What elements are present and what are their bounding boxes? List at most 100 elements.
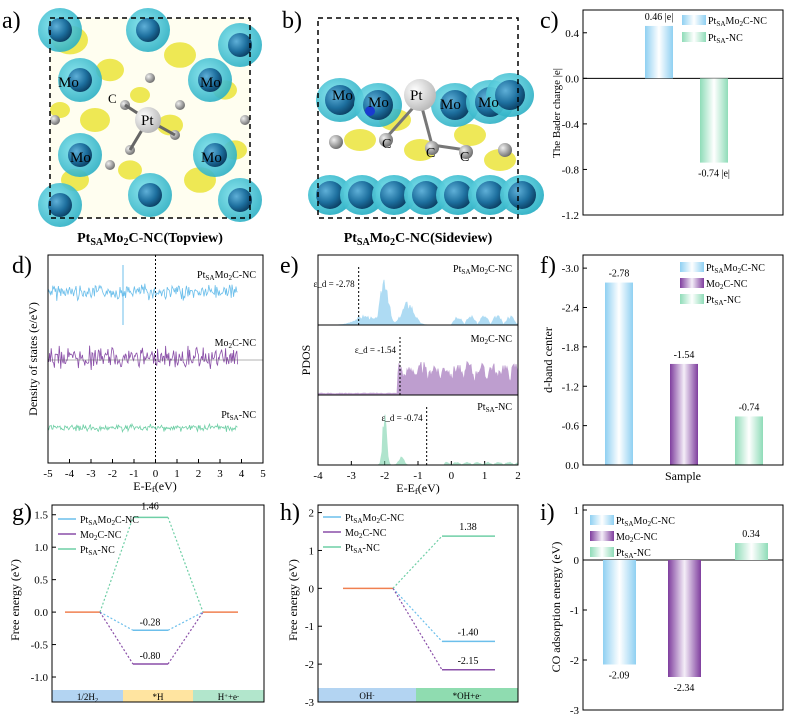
- text-part: Pt: [221, 410, 230, 421]
- x-tick-label: -2: [380, 470, 389, 482]
- atom-label: Mo: [201, 150, 222, 166]
- structure-frame: [317, 17, 519, 219]
- text-sub: f: [152, 484, 155, 494]
- connector: [392, 588, 443, 671]
- x-tick-label: 4: [239, 468, 245, 480]
- mo-atom: [440, 90, 470, 120]
- x-tick-label: -2: [108, 468, 117, 480]
- series-label: PtSAMo2C-NC: [453, 264, 512, 276]
- structure-top-view: Mo Mo Mo Mo Pt C: [38, 8, 262, 227]
- chart-oh: 210-1-2-3OH- *OH+e--1.40-2.151.38PtSAMo2C…: [286, 508, 518, 709]
- bar-label: -0.74 |e|: [698, 169, 730, 180]
- iso-yellow: [96, 58, 124, 82]
- x-tick-label: 3: [217, 468, 223, 480]
- text-sub: 2: [111, 519, 115, 527]
- legend-label: PtSA-NC: [616, 548, 651, 560]
- bar-label: 0.46 |e|: [645, 12, 673, 23]
- legend-label: PtSA-NC: [80, 545, 115, 557]
- atom-label: C: [382, 137, 391, 152]
- text-part: Pt: [708, 16, 717, 27]
- connector: [167, 611, 204, 665]
- text-part: OH: [359, 691, 372, 701]
- legend-swatch: [680, 262, 704, 272]
- legend-swatch: [680, 278, 704, 288]
- c-atom: [425, 141, 439, 155]
- bar: [668, 560, 701, 677]
- y-tick-label: -1: [570, 605, 579, 617]
- bar: [700, 78, 728, 163]
- text-sub: SA: [88, 549, 98, 557]
- text-part: -NC: [363, 543, 381, 554]
- y-tick-label: 0.4: [565, 28, 579, 40]
- bar: [670, 363, 698, 465]
- x-tick-label: 0: [153, 468, 159, 480]
- mo-atom: [138, 183, 162, 207]
- iso-yellow: [130, 87, 150, 103]
- level-label: -0.80: [140, 651, 161, 662]
- text-part: E-E: [396, 481, 415, 495]
- mo-atom: [508, 181, 536, 209]
- d-band-annotation: ε_d = -1.54: [355, 345, 397, 355]
- panel-label-h: h): [280, 500, 300, 526]
- legend-label: Mo2C-NC: [706, 279, 748, 291]
- series-label: PtSAMo2C-NC: [197, 270, 256, 282]
- atom-label: Mo: [70, 150, 91, 166]
- y-axis-label: PDOS: [299, 345, 313, 376]
- c-atom: [459, 145, 473, 159]
- text-part: Mo: [103, 231, 123, 246]
- text-sub: SA: [205, 274, 215, 282]
- y-tick-label: 0.0: [565, 73, 579, 85]
- atom-label: Pt: [141, 113, 154, 129]
- text-part: +e: [228, 692, 237, 702]
- text-part: C-NC: [743, 16, 767, 27]
- y-axis-label: Density of states (e/eV): [26, 302, 40, 416]
- atom-label: C: [108, 91, 117, 106]
- text-part: -NC: [634, 548, 652, 559]
- legend-label: PtSA-NC: [345, 543, 380, 555]
- chart-dos: -5 -4 -3 -2 -1 0 1 2 3 4 5PtSAMo2C-NCMo2C-NCPtSA-N…: [26, 255, 266, 494]
- structure-frame: [49, 17, 251, 219]
- text-sub: SA: [486, 406, 496, 414]
- category-label: 1/2H2: [77, 692, 98, 704]
- x-tick-label: 5: [260, 468, 266, 480]
- category-label: OH-: [359, 691, 374, 701]
- legend-label: Mo2C-NC: [80, 530, 122, 542]
- legend-swatch: [682, 15, 706, 25]
- bar: [603, 560, 636, 665]
- c-atom: [379, 133, 393, 147]
- caption-b: PtSAMo2C-NC(Sideview): [344, 231, 493, 248]
- plot-frame: [47, 254, 264, 464]
- text-sub: SA: [716, 20, 726, 28]
- text-part: Mo: [616, 532, 630, 543]
- dos-series: [47, 345, 238, 371]
- category-band: [318, 688, 416, 702]
- bar: [735, 416, 763, 465]
- plot-frame: [582, 504, 784, 711]
- plot-frame: [51, 504, 265, 703]
- legend-label: Mo2C-NC: [616, 532, 658, 544]
- y-tick-label: 0.5: [34, 575, 48, 587]
- x-tick-label: -5: [43, 468, 53, 480]
- text-part: C-NC: [651, 516, 675, 527]
- c-atom: [498, 143, 512, 157]
- text-part: E-E: [133, 479, 152, 493]
- connector: [99, 517, 134, 613]
- panel-label-g: g): [12, 500, 32, 526]
- connector: [167, 611, 204, 631]
- text-part: Pt: [453, 264, 462, 275]
- text-sub: SA: [88, 519, 98, 527]
- d-band-annotation: ε_d = -0.74: [382, 413, 424, 423]
- text-part: 1/2: [77, 692, 89, 702]
- text-part: -NC: [495, 402, 513, 413]
- text-part: Mo: [215, 338, 229, 349]
- text-sup: -: [237, 693, 239, 700]
- text-part: C-NC: [488, 264, 512, 275]
- series-label: PtSA-NC: [477, 402, 512, 414]
- text-part: (Top: [163, 231, 191, 246]
- mo-atom: [68, 143, 92, 167]
- x-tick-label: 1: [174, 468, 180, 480]
- y-axis-label: The Bader charge |e|: [551, 68, 563, 158]
